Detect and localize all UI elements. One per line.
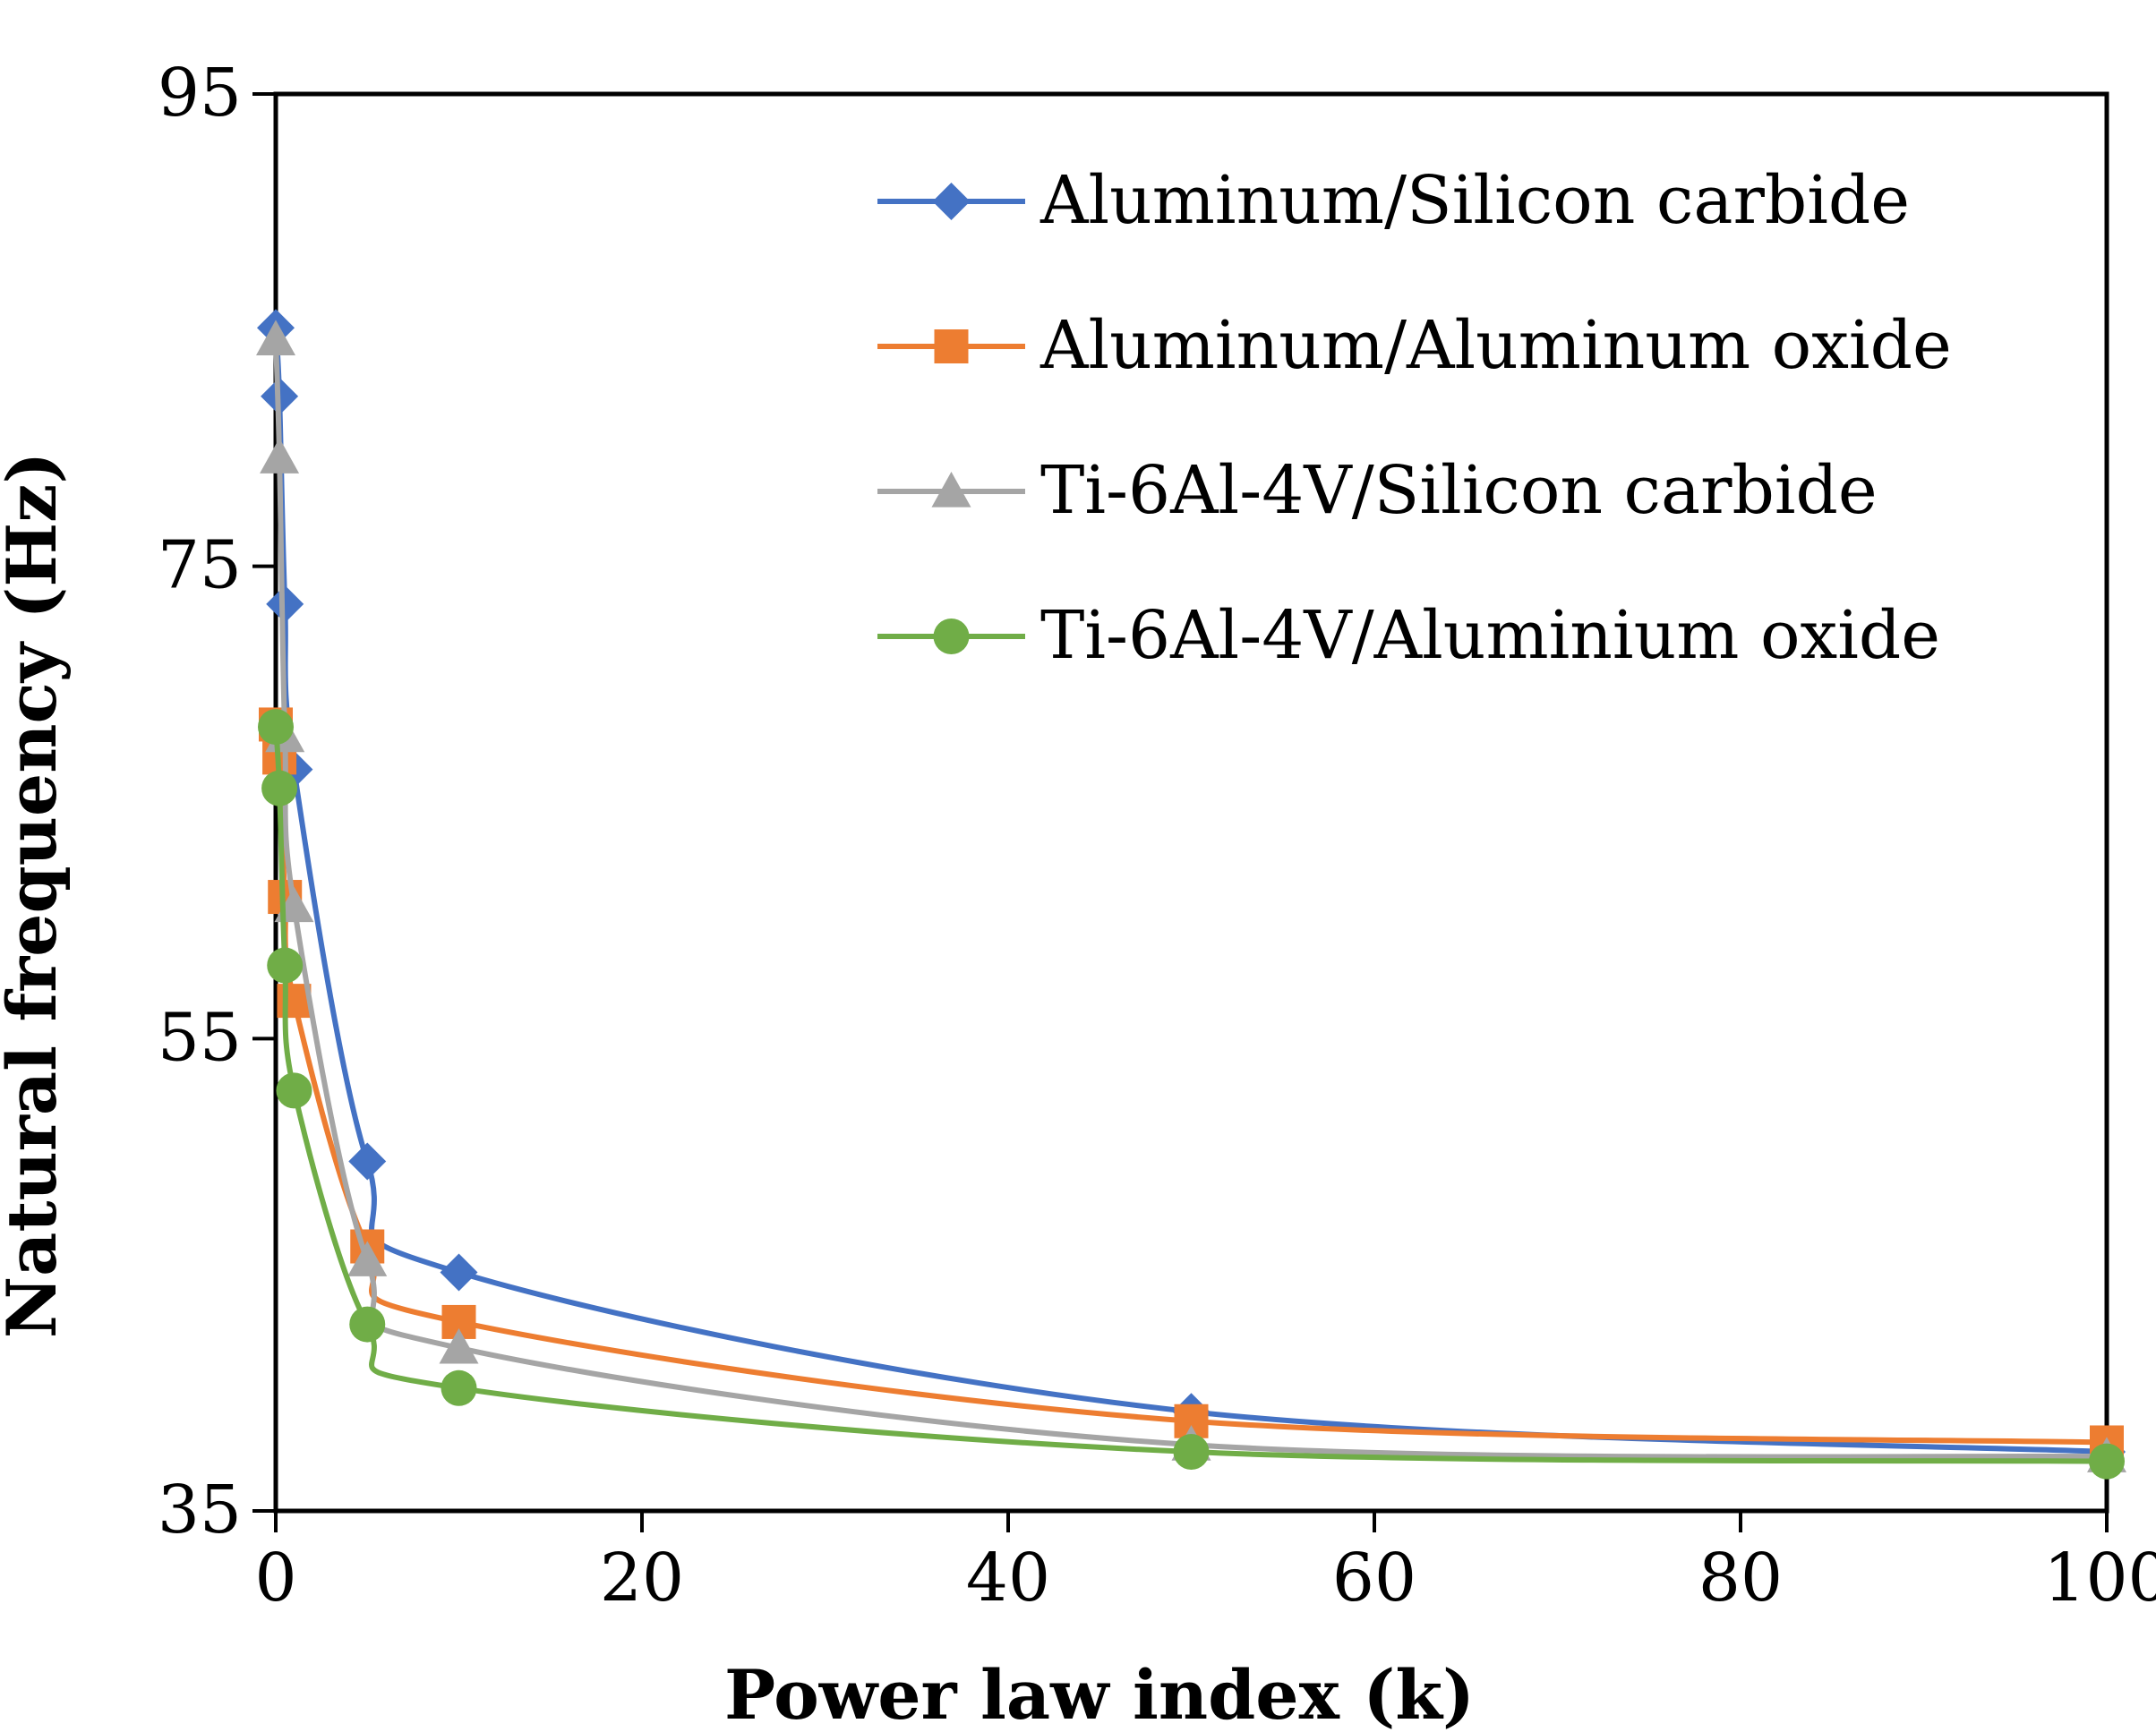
x-tick-label: 40 (966, 1540, 1050, 1617)
x-axis: 0 20 40 60 80 100 (254, 1511, 2156, 1617)
x-tick-label: 80 (1698, 1540, 1783, 1617)
legend-label: Aluminum/Silicon carbide (1040, 162, 1910, 239)
legend-item: Aluminum/Silicon carbide (877, 162, 1910, 239)
legend-marker (931, 472, 971, 508)
data-point (348, 1142, 387, 1181)
series-4 (258, 709, 2125, 1480)
x-axis-title: Power law index (k) (724, 1655, 1475, 1732)
x-tick-label: 0 (254, 1540, 296, 1617)
legend-label: Ti-6Al-4V/Silicon carbide (1040, 452, 1878, 529)
y-axis-title: Natural frequency (Hz) (0, 452, 72, 1339)
data-point (260, 438, 300, 474)
legend: Aluminum/Silicon carbide Aluminum/Aluminu… (877, 162, 1952, 674)
legend-marker (934, 329, 969, 363)
legend-marker (932, 183, 971, 220)
y-tick-label: 55 (158, 999, 242, 1076)
data-point (261, 770, 298, 806)
data-point (258, 709, 294, 746)
x-tick-label: 60 (1332, 1540, 1416, 1617)
data-point (439, 1327, 479, 1364)
series-layer (256, 309, 2126, 1480)
series-line (273, 339, 2108, 1460)
legend-item: Ti-6Al-4V/Silicon carbide (877, 452, 1878, 529)
data-point (276, 1072, 312, 1109)
y-tick-label: 95 (158, 55, 242, 132)
data-point (267, 947, 304, 984)
y-tick-label: 35 (158, 1472, 242, 1549)
data-point (440, 1253, 478, 1292)
data-point (266, 584, 304, 623)
legend-item: Ti-6Al-4V/Aluminium oxide (877, 597, 1940, 674)
legend-label: Ti-6Al-4V/Aluminium oxide (1040, 597, 1940, 674)
series-line (273, 724, 2108, 1446)
legend-label: Aluminum/Aluminum oxide (1040, 307, 1952, 384)
data-point (1173, 1434, 1210, 1471)
y-tick-label: 75 (158, 527, 242, 604)
x-tick-label: 20 (600, 1540, 684, 1617)
data-point (349, 1306, 386, 1343)
series-line (273, 726, 2108, 1464)
y-axis: 35 55 75 95 (158, 55, 276, 1549)
x-tick-label: 100 (2043, 1540, 2156, 1617)
legend-marker (933, 619, 970, 654)
data-point (441, 1369, 477, 1406)
data-point (2089, 1443, 2125, 1480)
series-2 (259, 707, 2124, 1460)
legend-item: Aluminum/Aluminum oxide (877, 307, 1952, 384)
data-point (256, 320, 295, 355)
data-point (347, 1241, 388, 1276)
